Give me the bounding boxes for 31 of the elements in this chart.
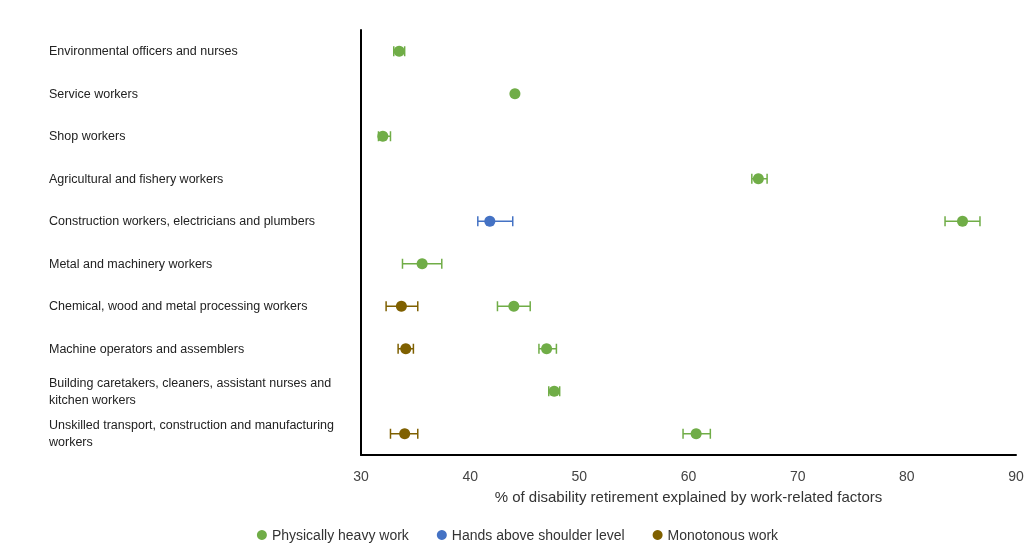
x-tick-label: 90 [1008, 468, 1024, 484]
point [395, 300, 407, 312]
point [690, 428, 702, 440]
y-tick-label: Chemical, wood and metal processing workers [49, 299, 308, 314]
y-tick-label: Metal and machinery workers [49, 256, 213, 271]
point [399, 428, 411, 440]
y-tick-label: Environmental officers and nurses [49, 44, 238, 59]
legend-label: Monotonous work [667, 527, 780, 543]
x-tick-label: 60 [680, 468, 697, 484]
y-tick-label: Shop workers [49, 129, 126, 144]
x-tick-label: 40 [462, 468, 479, 484]
x-tick-label: 30 [353, 468, 369, 484]
x-tick-label: 80 [899, 468, 915, 484]
legend-label: Hands above shoulder level [451, 527, 625, 543]
point [752, 173, 764, 185]
y-tick-label: Construction workers, electricians and plumbers [49, 214, 316, 229]
point [484, 215, 496, 227]
x-tick-label: 50 [571, 468, 588, 484]
point [509, 88, 521, 100]
point [541, 343, 553, 355]
point [416, 258, 428, 270]
point [957, 215, 969, 227]
legend-label: Physically heavy work [271, 527, 410, 543]
y-tick-label: Machine operators and assemblers [49, 341, 245, 356]
y-tick-label: Building caretakers, cleaners, assistant nurses and kitchen workers [49, 375, 335, 407]
x-axis-title: % of disability retirement explained by work-related factors [494, 488, 883, 505]
x-tick-label: 70 [789, 468, 806, 484]
y-tick-label: Agricultural and fishery workers [49, 171, 224, 186]
y-tick-label: Service workers [49, 86, 138, 101]
y-tick-label: Unskilled transport, construction and manufacturing workers [48, 418, 338, 450]
point [508, 300, 520, 312]
